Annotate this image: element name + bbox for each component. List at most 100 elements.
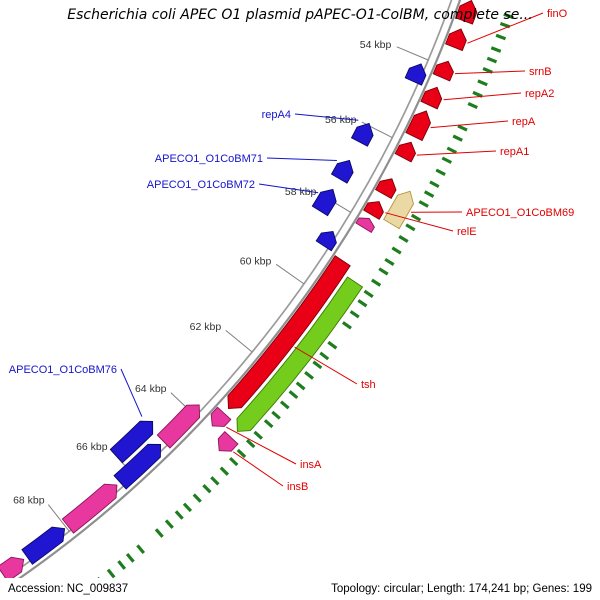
gene-label-apeco1-o1cobm76[interactable]: APECO1_O1CoBM76 bbox=[9, 364, 117, 376]
gene-label-repa[interactable]: repA bbox=[512, 116, 536, 128]
orf-mark bbox=[236, 448, 247, 459]
gene-label-rele[interactable]: relE bbox=[457, 226, 477, 238]
label-leader-fino bbox=[467, 12, 544, 44]
orf-mark bbox=[164, 519, 174, 529]
feature-insb[interactable] bbox=[217, 431, 239, 452]
orf-mark bbox=[253, 430, 263, 440]
orf-mark bbox=[499, 21, 511, 29]
orf-mark bbox=[391, 246, 402, 255]
orf-mark bbox=[174, 510, 184, 520]
status-bar: Accession: NC_009837 Topology: circular;… bbox=[0, 578, 600, 600]
label-leader-repa2 bbox=[443, 92, 522, 101]
label-leader-repa bbox=[430, 120, 509, 129]
orf-mark bbox=[271, 410, 281, 420]
feature-repa2[interactable] bbox=[420, 86, 443, 110]
label-leader-apeco1-o1cobm72 bbox=[258, 183, 319, 194]
feature-repa[interactable] bbox=[405, 110, 431, 142]
scale-tick-label: 64 kbp bbox=[135, 383, 167, 395]
orf-mark bbox=[327, 340, 338, 350]
orf-mark bbox=[312, 360, 323, 370]
orf-mark bbox=[503, 12, 514, 20]
feature-orf-9[interactable] bbox=[355, 217, 375, 234]
backbone-arc bbox=[0, 0, 453, 583]
feature-orf-19[interactable] bbox=[156, 404, 201, 449]
feature-repa4[interactable] bbox=[350, 122, 374, 147]
gene-label-repa1[interactable]: repA1 bbox=[500, 146, 529, 158]
orf-mark bbox=[349, 310, 360, 319]
feature-orf-14[interactable] bbox=[404, 63, 427, 86]
orf-mark bbox=[452, 134, 463, 142]
orf-mark bbox=[319, 351, 330, 361]
feature-apeco1-o1cobm69[interactable] bbox=[383, 190, 414, 230]
orf-mark bbox=[467, 102, 478, 110]
feature-orf-21[interactable] bbox=[113, 443, 162, 490]
scale-tick-label: 54 kbp bbox=[360, 39, 392, 51]
orf-mark bbox=[482, 67, 493, 74]
feature-orf-22[interactable] bbox=[61, 483, 118, 534]
topology-summary-text: Topology: circular; Length: 174,241 bp; … bbox=[331, 583, 592, 595]
scale-tick bbox=[275, 263, 305, 285]
gene-label-tsh[interactable]: tsh bbox=[361, 379, 376, 391]
label-leader-apeco1-o1cobm71 bbox=[266, 157, 337, 161]
orf-mark bbox=[263, 419, 274, 429]
feature-orf-0[interactable] bbox=[455, 0, 478, 25]
feature-repa1[interactable] bbox=[394, 141, 416, 163]
label-leader-insa bbox=[226, 426, 297, 465]
map-title: Escherichia coli APEC O1 plasmid pAPEC-O… bbox=[67, 7, 533, 23]
orf-mark bbox=[490, 46, 502, 53]
orf-mark bbox=[378, 267, 389, 276]
accession-text: Accession: NC_009837 bbox=[8, 583, 129, 595]
feature-orf-11[interactable] bbox=[236, 276, 364, 432]
orf-mark bbox=[219, 466, 230, 476]
orf-mark bbox=[457, 124, 468, 132]
gene-label-srnb[interactable]: srnB bbox=[529, 66, 552, 78]
orf-mark bbox=[486, 56, 498, 64]
orf-mark bbox=[398, 235, 409, 243]
gene-label-repa2[interactable]: repA2 bbox=[525, 88, 554, 100]
gene-label-insb[interactable]: insB bbox=[287, 481, 308, 493]
label-leader-rele bbox=[385, 212, 454, 232]
gene-label-repa4[interactable]: repA4 bbox=[262, 109, 291, 121]
feature-orf-24[interactable] bbox=[0, 556, 25, 583]
orf-mark bbox=[384, 257, 395, 266]
backbone-arc bbox=[0, 0, 462, 593]
orf-mark bbox=[125, 552, 135, 563]
feature-apeco1-o1cobm71[interactable] bbox=[330, 159, 354, 184]
feature-orf-23[interactable] bbox=[21, 526, 66, 565]
orf-mark bbox=[371, 278, 382, 287]
orf-mark bbox=[495, 33, 507, 41]
orf-mark bbox=[182, 502, 193, 513]
scale-tick bbox=[396, 46, 429, 61]
scale-tick-label: 62 kbp bbox=[190, 321, 222, 333]
gene-label-apeco1-o1cobm69[interactable]: APECO1_O1CoBM69 bbox=[466, 207, 574, 219]
gene-label-apeco1-o1cobm71[interactable]: APECO1_O1CoBM71 bbox=[155, 153, 263, 165]
orf-mark bbox=[295, 381, 306, 391]
scale-tick-label: 60 kbp bbox=[240, 255, 272, 267]
label-leader-apeco1-o1cobm76 bbox=[120, 368, 143, 417]
feature-insa[interactable] bbox=[210, 406, 232, 427]
feature-orf-18[interactable] bbox=[315, 231, 337, 252]
orf-mark bbox=[136, 544, 146, 555]
orf-mark bbox=[435, 168, 446, 177]
orf-mark bbox=[357, 299, 368, 308]
orf-mark bbox=[202, 483, 212, 494]
label-leader-repa4 bbox=[294, 113, 359, 121]
feature-srnb[interactable] bbox=[432, 60, 454, 82]
gene-label-insa[interactable]: insA bbox=[300, 459, 322, 471]
feature-apeco1-o1cobm76[interactable] bbox=[109, 420, 154, 464]
feature-rele[interactable] bbox=[363, 201, 384, 220]
gene-label-apeco1-o1cobm72[interactable]: APECO1_O1CoBM72 bbox=[147, 179, 255, 191]
orf-mark bbox=[154, 528, 164, 538]
feature-apeco1-o1cobm72[interactable] bbox=[311, 188, 337, 217]
orf-mark bbox=[472, 90, 483, 98]
orf-mark bbox=[106, 568, 116, 579]
feature-tsh[interactable] bbox=[227, 255, 351, 409]
orf-mark bbox=[446, 146, 458, 154]
gene-label-fino[interactable]: finO bbox=[547, 8, 568, 20]
orf-mark bbox=[441, 156, 453, 164]
orf-mark bbox=[341, 321, 352, 330]
scale-tick bbox=[225, 330, 253, 353]
feature-orf-6[interactable] bbox=[374, 178, 397, 200]
label-leader-insb bbox=[233, 451, 284, 487]
feature-fino[interactable] bbox=[445, 28, 467, 52]
